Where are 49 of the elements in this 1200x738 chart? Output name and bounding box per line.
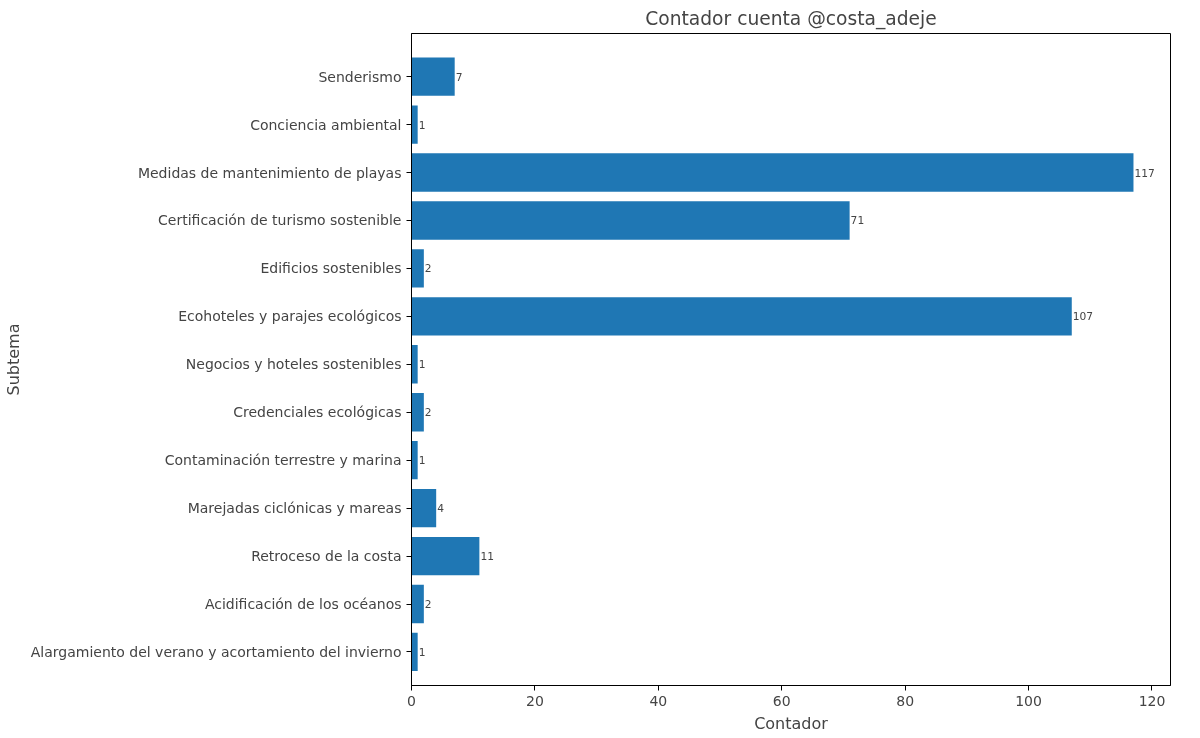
bar (411, 441, 418, 480)
data-label: 7 (455, 70, 463, 84)
data-label: 1 (418, 454, 426, 468)
y-tick-label: Medidas de mantenimiento de playas (137, 164, 402, 181)
x-tick-label: 40 (649, 692, 668, 709)
x-tick-label: 100 (1015, 692, 1042, 709)
y-tick-label: Negocios y hoteles sostenibles (185, 356, 402, 373)
y-tick-label: Certificación de turismo sostenible (158, 212, 402, 229)
y-tick-label: Contaminación terrestre y marina (164, 452, 402, 469)
y-tick-label: Edificios sostenibles (260, 260, 402, 277)
x-tick-label: 0 (407, 692, 416, 709)
bar (411, 57, 455, 96)
data-label: 107 (1072, 310, 1094, 324)
x-axis-title: Contador (754, 713, 829, 733)
y-tick-label: Marejadas ciclónicas y mareas (187, 500, 402, 517)
y-tick-label: Credenciales ecológicas (233, 404, 402, 421)
data-label: 71 (850, 214, 865, 228)
data-label: 2 (424, 262, 432, 276)
y-tick-label: Conciencia ambiental (250, 116, 402, 133)
data-label: 4 (437, 502, 445, 516)
data-label: 1 (418, 358, 426, 372)
y-axis-title: Subtema (3, 323, 23, 396)
bar (411, 632, 418, 672)
data-label: 1 (418, 118, 426, 132)
bar (411, 393, 424, 432)
data-label: 117 (1134, 166, 1155, 180)
data-label: 2 (424, 406, 432, 420)
x-tick-label: 80 (896, 692, 915, 709)
bar (411, 201, 850, 240)
y-tick-label: Senderismo (318, 68, 402, 85)
bar (411, 536, 480, 576)
data-label: 11 (480, 550, 494, 564)
bar (411, 249, 424, 288)
y-tick-label: Acidificación de los océanos (204, 596, 402, 612)
y-tick-label: Retroceso de la costa (251, 548, 402, 565)
data-label: 1 (418, 645, 426, 659)
bar (411, 488, 437, 528)
y-tick-label: Alargamiento del verano y acortamiento del invierno (30, 643, 402, 660)
y-tick-label: Ecohoteles y parajes ecológicos (178, 308, 402, 325)
bar (411, 345, 418, 384)
bar (411, 584, 424, 624)
bar (411, 153, 1134, 192)
data-label: 2 (424, 598, 432, 611)
chart-title: Contador cuenta @costa_adeje (645, 7, 937, 30)
x-tick-label: 60 (772, 692, 791, 709)
bar (411, 297, 1072, 336)
bar (411, 105, 418, 144)
x-tick-label: 20 (526, 692, 544, 709)
x-tick-label: 120 (1138, 692, 1166, 709)
